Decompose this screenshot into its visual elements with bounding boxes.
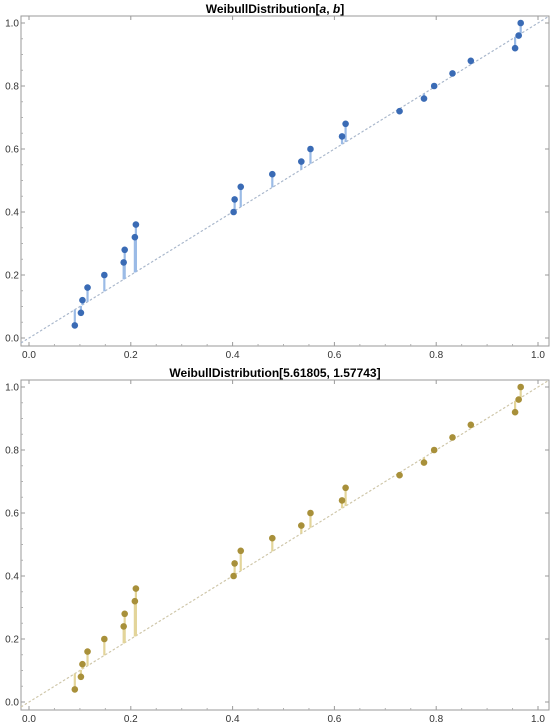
data-point [420, 95, 428, 102]
x-tick-label: 0.0 [22, 350, 36, 361]
y-tick-label: 0.2 [5, 271, 19, 282]
y-tick-label: 1.0 [5, 383, 19, 394]
data-point [230, 208, 237, 216]
data-point [237, 183, 245, 191]
data-point [79, 660, 86, 668]
data-point [342, 120, 349, 128]
x-tick-label: 0.8 [429, 714, 443, 725]
data-point [84, 284, 91, 291]
y-tick-label: 1.0 [5, 19, 19, 30]
y-tick-label: 0.4 [5, 208, 19, 219]
data-point [449, 434, 456, 441]
x-tick-label: 0.2 [124, 350, 138, 361]
data-point [101, 635, 108, 643]
data-point [430, 446, 438, 454]
x-tick-label: 0.6 [327, 350, 341, 361]
data-point [131, 233, 139, 241]
y-tick-label: 0.8 [5, 82, 19, 93]
data-point [430, 82, 438, 90]
data-point [120, 623, 127, 630]
chart-title-1: WeibullDistribution[a, b] [205, 2, 345, 16]
data-point [298, 522, 305, 529]
data-point [338, 133, 346, 140]
x-tick-label: 1.0 [531, 350, 545, 361]
data-point [120, 259, 127, 266]
chart-title-2: WeibullDistribution[5.61805, 1.57743] [169, 366, 381, 380]
reference-line [20, 380, 549, 708]
data-point [71, 322, 79, 329]
x-tick-label: 1.0 [531, 714, 545, 725]
data-point [231, 196, 238, 203]
data-point [132, 585, 140, 592]
x-tick-label: 0.2 [124, 714, 138, 725]
y-tick-label: 0.0 [5, 334, 19, 345]
data-point [132, 221, 140, 228]
x-tick-label: 0.8 [429, 350, 443, 361]
data-point [79, 296, 86, 304]
y-tick-label: 0.2 [5, 635, 19, 646]
data-point [77, 673, 85, 681]
data-point [77, 309, 85, 317]
reference-line [20, 16, 549, 344]
y-tick-label: 0.8 [5, 446, 19, 457]
plot-area-1: 0.0 0.2 0.4 0.6 0.8 1.0 0.0 0.2 0.4 0.6 0.8 1.0 [5, 15, 550, 361]
x-tick-label: 0.0 [22, 714, 36, 725]
data-point [307, 509, 314, 517]
y-tick-label: 0.6 [5, 145, 19, 156]
y-tick-label: 0.6 [5, 509, 19, 520]
data-point [517, 19, 524, 27]
data-point [121, 610, 128, 618]
data-point [121, 246, 128, 254]
data-point [307, 145, 314, 153]
data-point [515, 396, 522, 403]
data-point [269, 170, 276, 178]
data-point [511, 44, 519, 52]
y-tick-label: 0.4 [5, 572, 19, 583]
y-tick-label: 0.0 [5, 698, 19, 709]
data-point [467, 57, 475, 65]
x-tick-label: 0.4 [226, 350, 240, 361]
data-point [71, 686, 79, 693]
plot-area-2: 0.0 0.2 0.4 0.6 0.8 1.0 0.0 0.2 0.4 0.6 0.8 1.0 [5, 379, 550, 725]
data-point [396, 471, 403, 479]
chart-panel-2: WeibullDistribution[5.61805, 1.57743] 0.… [0, 364, 550, 726]
data-point [84, 648, 91, 655]
data-point [231, 560, 238, 567]
data-point [467, 421, 475, 429]
data-point [298, 158, 305, 165]
data-point [511, 408, 519, 416]
data-point [230, 572, 237, 580]
x-tick-label: 0.6 [327, 714, 341, 725]
x-tick-label: 0.4 [226, 714, 240, 725]
data-point [131, 597, 139, 605]
data-point [517, 383, 524, 391]
chart-panel-1: WeibullDistribution[a, b] 0.0 0.2 0.4 0.6 0.… [0, 0, 550, 362]
data-point [237, 547, 245, 555]
data-point [420, 459, 428, 466]
data-point [342, 484, 349, 492]
data-point [338, 497, 346, 504]
data-point [515, 32, 522, 39]
data-point [269, 534, 276, 542]
data-point [101, 271, 108, 279]
data-point [396, 107, 403, 115]
data-point [449, 70, 456, 77]
